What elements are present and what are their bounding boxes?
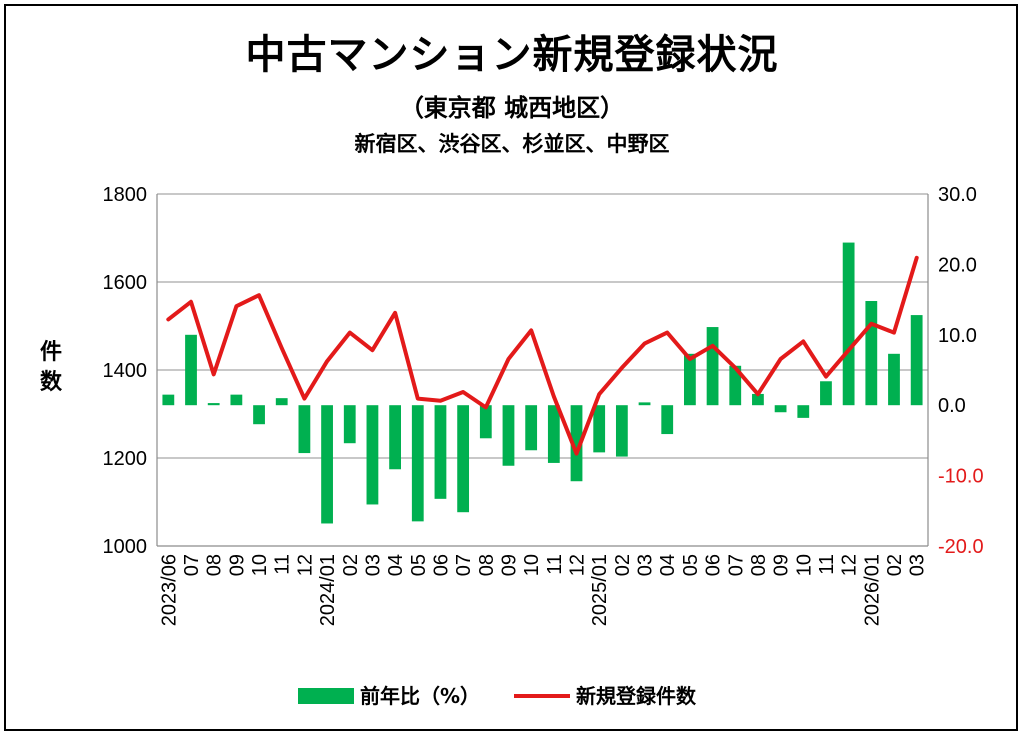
x-tick-label: 10 (521, 554, 543, 576)
right-tick-label: 0.0 (938, 395, 966, 417)
x-tick-label: 10 (793, 554, 815, 576)
bar (547, 405, 560, 463)
bar (253, 405, 265, 425)
x-tick-label: 2023/06 (158, 554, 180, 626)
chart-subtitle: （東京都 城西地区） (399, 94, 625, 122)
bar (434, 405, 447, 499)
x-tick-label: 02 (884, 554, 906, 576)
x-tick-label: 04 (385, 554, 407, 576)
right-tick-label: -20.0 (938, 536, 984, 558)
chart-subtitle-wards: 新宿区、渋谷区、杉並区、中野区 (354, 132, 670, 156)
x-tick-label: 07 (725, 554, 747, 576)
bar (615, 405, 628, 457)
right-tick-label: 20.0 (938, 254, 977, 276)
x-tick-label: 12 (839, 554, 861, 576)
right-tick-labels: -20.0 -10.0 0.0 10.0 20.0 30.0 (938, 184, 984, 558)
bar (479, 405, 492, 439)
x-tick-label: 11 (272, 554, 294, 575)
bar (706, 327, 719, 406)
x-tick-label: 09 (498, 554, 520, 576)
x-tick-label: 06 (703, 554, 725, 576)
x-tick-label: 05 (408, 554, 430, 576)
left-axis-label: 件数 (39, 340, 62, 395)
x-tick-label: 2025/01 (589, 554, 611, 626)
x-tick-label: 10 (249, 554, 271, 576)
bar (502, 405, 515, 466)
right-tick-label: 10.0 (938, 325, 977, 347)
bar (684, 353, 696, 406)
bar (162, 394, 175, 406)
x-tick-label: 08 (748, 554, 770, 576)
left-tick-labels: 1000 1200 1400 1600 1800 (103, 184, 148, 558)
bar (910, 315, 923, 406)
bar (457, 405, 470, 513)
legend-bar-swatch (298, 688, 354, 704)
bar (774, 405, 787, 413)
x-tick-label: 07 (181, 554, 203, 576)
left-tick-label: 1400 (103, 360, 148, 382)
bar (729, 365, 742, 406)
left-tick-label: 1200 (103, 448, 148, 470)
bar (525, 405, 538, 451)
bar (230, 394, 243, 406)
x-tick-label: 12 (294, 554, 316, 576)
x-tick-label: 2024/01 (317, 554, 339, 626)
bar (207, 403, 220, 406)
bar (343, 405, 356, 444)
x-tick-label: 08 (476, 554, 498, 576)
line-series-path (166, 255, 919, 456)
right-tick-label: 30.0 (938, 184, 977, 206)
x-tick-label: 03 (362, 554, 384, 576)
x-tick-label: 02 (340, 554, 362, 576)
x-tick-label: 04 (657, 554, 679, 576)
gridlines (157, 193, 928, 459)
chart-title: 中古マンション新規登録状況 (245, 32, 779, 78)
x-tick-label: 03 (635, 554, 657, 576)
bar (638, 402, 651, 406)
bar (275, 398, 288, 406)
bar (752, 393, 764, 406)
legend-bar-label: 前年比（%） (360, 684, 481, 708)
bar (661, 405, 674, 435)
bar (185, 334, 197, 406)
bar (366, 405, 379, 505)
bar (797, 405, 810, 418)
bar (842, 242, 855, 406)
x-tick-label: 06 (430, 554, 452, 576)
bar (888, 353, 900, 406)
bar (593, 405, 606, 453)
x-tick-label: 07 (453, 554, 475, 576)
x-tick-label: 2026/01 (861, 554, 883, 626)
x-tick-labels: 2023/06 07 08 09 10 11 12 2024/01 02 03 04 05 06 07 08… (158, 554, 928, 626)
right-tick-label: -10.0 (938, 466, 984, 488)
x-tick-label: 09 (771, 554, 793, 576)
bar-series (162, 242, 923, 524)
legend-line-swatch (514, 694, 570, 698)
legend-line-label: 新規登録件数 (576, 684, 696, 708)
x-tick-label: 11 (816, 554, 838, 575)
x-tick-label: 12 (567, 554, 589, 576)
bar (389, 405, 401, 470)
x-tick-label: 03 (907, 554, 929, 576)
x-tick-label: 05 (680, 554, 702, 576)
bar (570, 405, 583, 482)
left-tick-label: 1800 (103, 184, 148, 206)
x-tick-label: 02 (612, 554, 634, 576)
x-tick-label: 08 (204, 554, 226, 576)
bar (411, 405, 424, 522)
axes (156, 194, 929, 547)
bar (298, 405, 311, 454)
bar (865, 301, 878, 406)
bar (820, 381, 832, 406)
bar (321, 405, 333, 524)
left-tick-label: 1600 (103, 272, 148, 294)
line-series (166, 255, 919, 456)
x-tick-label: 09 (226, 554, 248, 576)
left-tick-label: 1000 (103, 536, 148, 558)
x-tick-label: 11 (544, 554, 566, 575)
